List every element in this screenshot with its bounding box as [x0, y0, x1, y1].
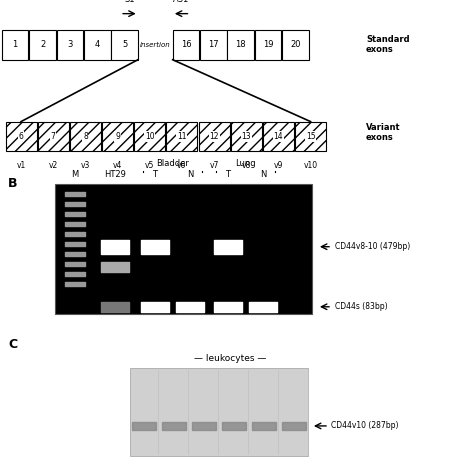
Text: 9: 9 — [115, 132, 120, 141]
Bar — [38, 122, 69, 152]
Text: HT29: HT29 — [104, 170, 126, 179]
Text: 13: 13 — [241, 132, 251, 141]
Bar — [29, 30, 56, 60]
Bar — [295, 122, 326, 152]
Text: — leukocytes —: — leukocytes — — [194, 355, 266, 364]
Text: B: B — [8, 177, 18, 190]
Text: 15: 15 — [306, 132, 315, 141]
Bar — [231, 122, 262, 152]
Text: Variant
exons: Variant exons — [366, 123, 401, 142]
Text: v10: v10 — [303, 161, 318, 170]
Text: CD44v10 (287bp): CD44v10 (287bp) — [331, 421, 399, 430]
Text: v9: v9 — [273, 161, 283, 170]
Text: 1: 1 — [12, 40, 18, 49]
Bar — [111, 30, 138, 60]
Bar — [263, 122, 294, 152]
Text: Bladder: Bladder — [156, 159, 189, 168]
Text: T: T — [153, 170, 157, 179]
Bar — [84, 30, 110, 60]
Text: 12: 12 — [210, 132, 219, 141]
Bar — [55, 183, 312, 314]
Text: 17: 17 — [208, 40, 219, 49]
Text: N: N — [187, 170, 193, 179]
Text: 10: 10 — [145, 132, 155, 141]
Text: 5: 5 — [122, 40, 127, 49]
Text: v1: v1 — [17, 161, 26, 170]
Text: v3: v3 — [81, 161, 90, 170]
Text: v2: v2 — [49, 161, 58, 170]
Text: 19: 19 — [263, 40, 273, 49]
Bar — [200, 30, 227, 60]
Text: M: M — [72, 170, 79, 179]
Text: 2: 2 — [40, 40, 45, 49]
Text: insertion: insertion — [140, 42, 171, 48]
Bar — [255, 30, 282, 60]
Text: v8: v8 — [242, 161, 251, 170]
Text: v5: v5 — [145, 161, 155, 170]
Text: v4: v4 — [113, 161, 122, 170]
Text: 8: 8 — [83, 132, 88, 141]
Text: N: N — [260, 170, 266, 179]
Bar — [102, 122, 133, 152]
Text: 18: 18 — [236, 40, 246, 49]
Bar — [56, 30, 83, 60]
Text: Standard
exons: Standard exons — [366, 35, 410, 55]
Text: CD44v8-10 (479bp): CD44v8-10 (479bp) — [335, 242, 410, 251]
Text: CD44s (83bp): CD44s (83bp) — [335, 302, 388, 311]
Bar — [70, 122, 101, 152]
Text: Lung: Lung — [235, 159, 256, 168]
Text: 11: 11 — [177, 132, 187, 141]
Text: 14: 14 — [273, 132, 283, 141]
Text: v7: v7 — [210, 161, 219, 170]
Bar — [134, 122, 165, 152]
Text: 7: 7 — [51, 132, 55, 141]
Text: T: T — [226, 170, 230, 179]
Bar — [199, 122, 229, 152]
Bar — [166, 122, 198, 152]
Text: v6: v6 — [177, 161, 187, 170]
Text: C: C — [8, 338, 17, 351]
Bar — [2, 30, 28, 60]
Text: 20: 20 — [290, 40, 301, 49]
Text: 3: 3 — [67, 40, 73, 49]
Text: 16: 16 — [181, 40, 191, 49]
Text: 6: 6 — [18, 132, 24, 141]
Text: 4: 4 — [95, 40, 100, 49]
Bar — [6, 122, 36, 152]
Bar — [228, 30, 254, 60]
Bar — [282, 30, 309, 60]
Bar — [173, 30, 199, 60]
Bar — [130, 368, 308, 456]
Text: AS1: AS1 — [173, 0, 189, 4]
Text: S1: S1 — [124, 0, 135, 4]
